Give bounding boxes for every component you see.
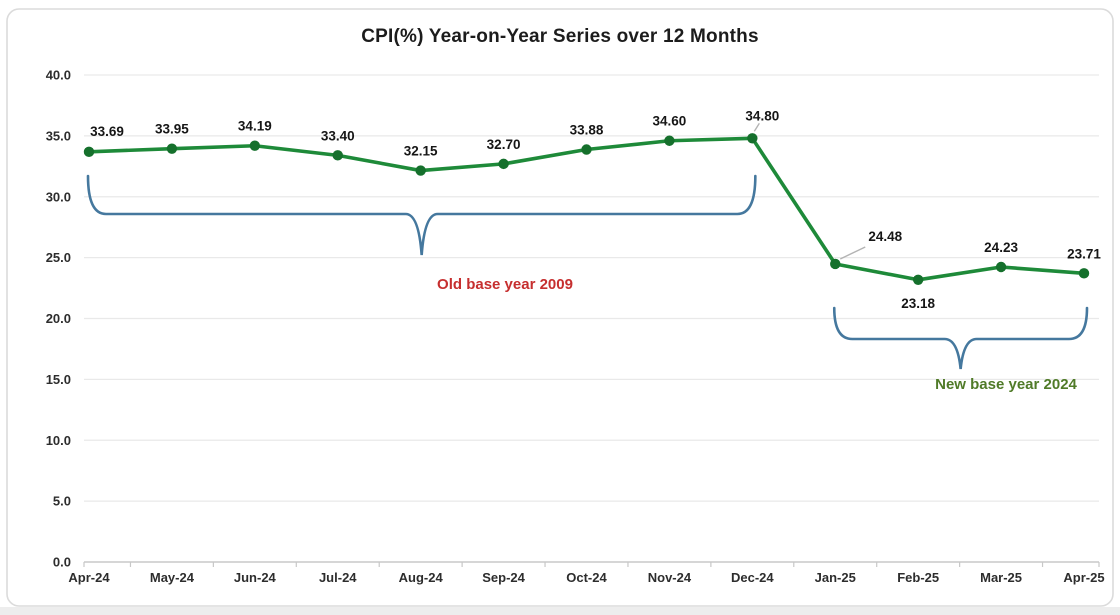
data-point-label: 34.80 [745, 108, 779, 123]
chart-border [6, 8, 1114, 607]
x-axis-label: May-24 [150, 570, 195, 585]
data-point-label: 33.88 [570, 123, 604, 138]
y-axis-label: 15.0 [46, 372, 71, 387]
data-point-marker [912, 274, 924, 285]
data-point-label: 23.18 [901, 296, 935, 311]
y-axis-label: 0.0 [53, 555, 71, 570]
y-axis-label: 30.0 [46, 189, 71, 204]
cpi-series-line [87, 136, 1086, 282]
x-axis-label: Apr-24 [68, 570, 110, 585]
x-axis-label: Aug-24 [399, 570, 444, 585]
data-point-label: 24.23 [984, 240, 1018, 255]
data-point-label: 24.48 [868, 229, 902, 244]
x-axis-label: Oct-24 [566, 570, 607, 585]
x-axis-label: Mar-25 [980, 570, 1022, 585]
data-point-marker [830, 258, 841, 270]
data-point-label: 34.60 [653, 114, 687, 129]
x-axis-label: Apr-25 [1063, 570, 1104, 585]
x-axis-label: Nov-24 [648, 570, 692, 585]
annotation-new-base-year: New base year 2024 [935, 376, 1077, 393]
data-point-marker [332, 150, 343, 161]
x-axis-label: Jun-24 [234, 570, 277, 585]
page-bottom-strip [0, 607, 1120, 615]
y-axis-label: 20.0 [46, 311, 71, 326]
data-point-marker [995, 261, 1007, 273]
y-axis-label: 40.0 [46, 68, 71, 83]
data-point-label: 33.40 [321, 128, 355, 143]
data-point-label: 33.95 [155, 122, 189, 137]
data-point-label: 32.15 [404, 144, 438, 159]
data-point-marker [83, 146, 95, 158]
x-axis-label: Dec-24 [731, 570, 774, 585]
data-point-marker [1078, 268, 1090, 279]
y-axis-label: 10.0 [46, 433, 71, 448]
data-point-label: 23.71 [1067, 246, 1101, 261]
y-axis-label: 35.0 [46, 128, 71, 143]
x-axis-label: Feb-25 [897, 570, 939, 585]
annotation-old-base-year: Old base year 2009 [437, 276, 573, 293]
x-axis-label: Jan-25 [815, 570, 856, 585]
data-point-label: 34.19 [238, 119, 272, 134]
data-point-marker [747, 133, 758, 144]
data-point-marker [249, 140, 261, 151]
label-leader-line [839, 246, 866, 260]
data-point-marker [166, 143, 178, 154]
x-axis-label: Sep-24 [482, 570, 525, 585]
brace-new-base-year [832, 306, 1089, 370]
data-point-marker [581, 144, 592, 155]
data-point-label: 32.70 [487, 137, 521, 152]
data-point-label: 33.69 [90, 124, 124, 139]
label-leader-line [753, 122, 760, 132]
brace-old-base-year [86, 174, 757, 256]
data-point-marker [664, 135, 675, 146]
data-point-marker [498, 158, 509, 170]
chart-title: CPI(%) Year-on-Year Series over 12 Month… [361, 26, 759, 47]
data-point-marker [415, 165, 426, 176]
x-axis-label: Jul-24 [319, 570, 357, 585]
y-axis-label: 5.0 [53, 494, 71, 509]
y-axis-label: 25.0 [46, 250, 71, 265]
